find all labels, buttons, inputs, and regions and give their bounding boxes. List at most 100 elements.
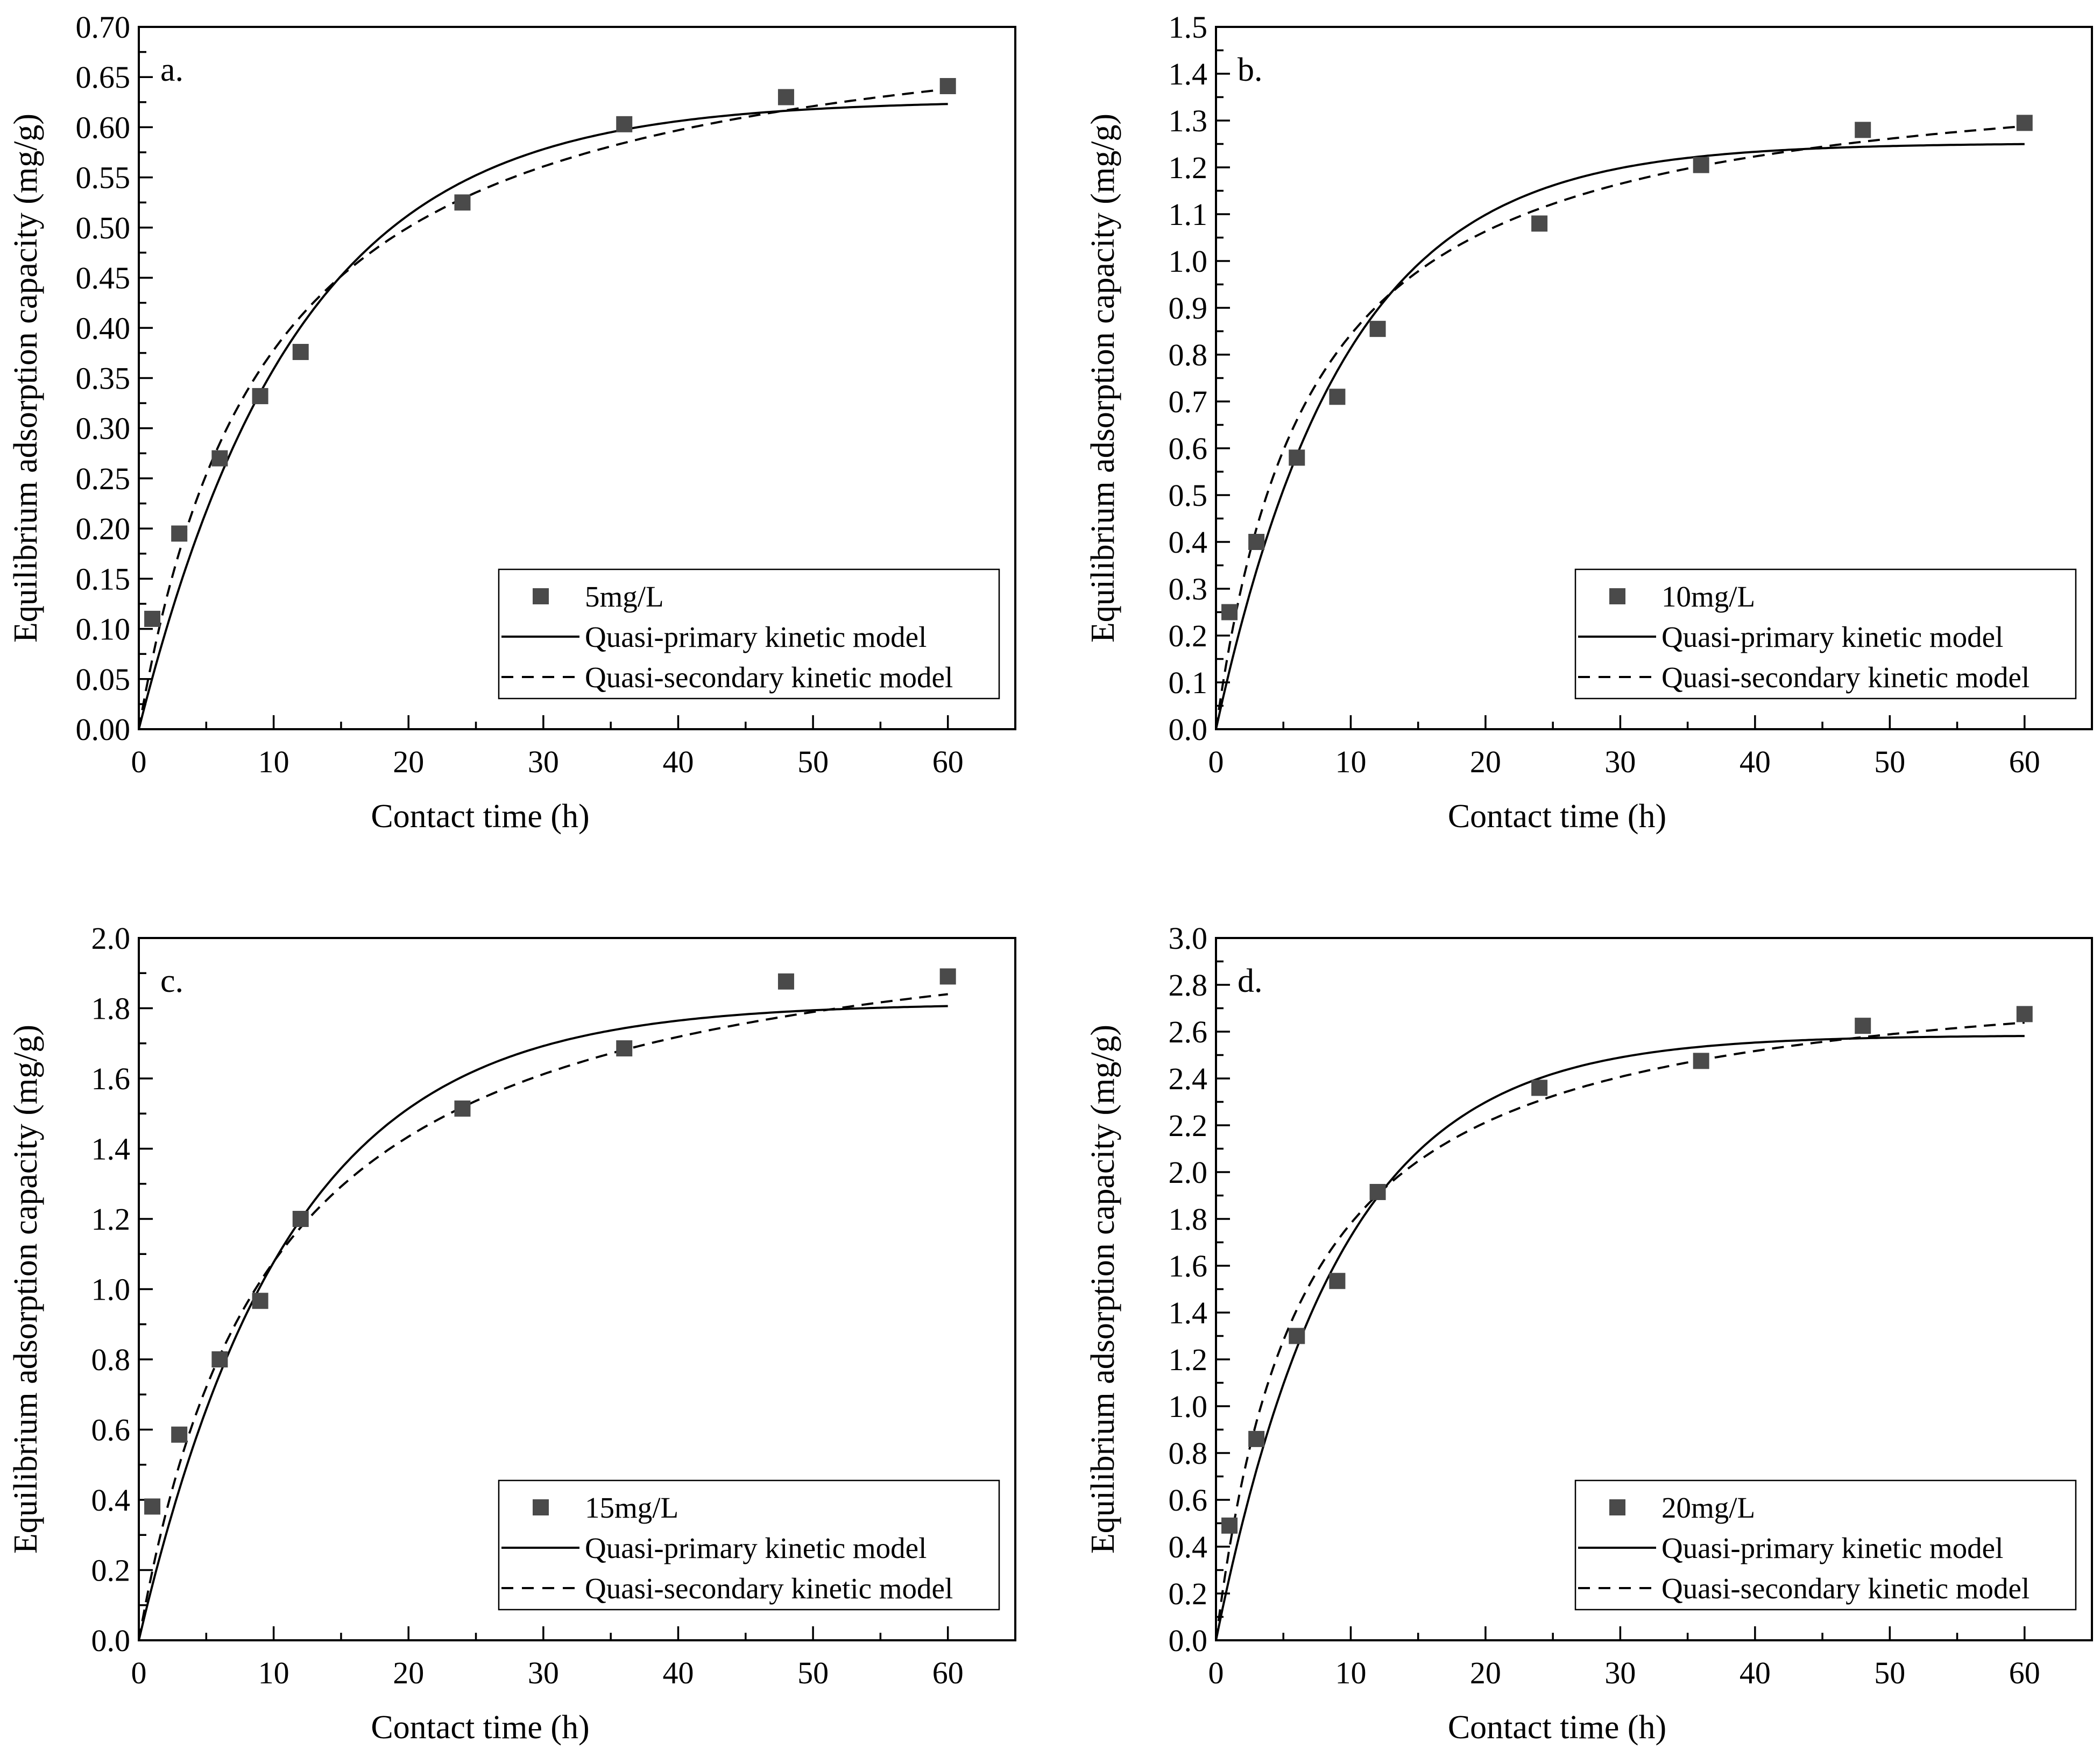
y-tick-label: 0.50 <box>76 210 131 245</box>
data-point <box>1248 534 1265 550</box>
x-tick-label: 30 <box>1604 744 1636 779</box>
y-tick-label: 1.2 <box>91 1202 131 1237</box>
data-point <box>1329 1273 1346 1289</box>
legend-label: Quasi-secondary kinetic model <box>1661 1572 2030 1605</box>
y-tick-label: 0.5 <box>1169 478 1208 513</box>
y-tick-label: 2.0 <box>1169 1155 1208 1190</box>
x-tick-label: 20 <box>393 1655 424 1690</box>
legend-label: Quasi-primary kinetic model <box>1661 620 2003 653</box>
legend: 20mg/L Quasi-primary kinetic model Quasi-s… <box>1574 1479 2077 1611</box>
x-axis-title: Contact time (h) <box>371 1709 589 1746</box>
chart-panel-1: 0 10 20 30 40 50 60 0.00 0.05 0.10 0.15 0.20 0.25 0.3… <box>8 10 1016 835</box>
y-tick-label: 0.6 <box>1169 431 1208 466</box>
y-tick-label: 2.4 <box>1169 1061 1208 1096</box>
chart-panel-3: 0 10 20 30 40 50 60 0.0 0.2 0.4 0.6 0.8 1.0 1.2 1.4 1.6… <box>8 921 1016 1746</box>
y-tick-label: 0.2 <box>1169 1576 1208 1611</box>
y-tick-label: 1.4 <box>91 1132 131 1167</box>
quasi-secondary-curve <box>138 993 948 1641</box>
data-point <box>211 450 228 467</box>
x-tick-label: 20 <box>1470 1655 1501 1690</box>
y-tick-label: 0.65 <box>76 60 131 95</box>
y-tick-label: 1.2 <box>1169 1342 1208 1377</box>
data-point <box>1369 1183 1386 1200</box>
y-tick-label: 0.4 <box>1169 525 1208 560</box>
y-tick-label: 1.6 <box>1169 1249 1208 1283</box>
x-tick-label: 0 <box>131 744 147 779</box>
y-tick-label: 0.10 <box>76 612 131 647</box>
y-tick-label: 0.6 <box>91 1413 131 1448</box>
legend: 10mg/L Quasi-primary kinetic model Quasi-s… <box>1574 568 2077 700</box>
data-point <box>454 1100 471 1117</box>
panel-label: d. <box>1238 963 1263 999</box>
quasi-secondary-curve <box>1215 1021 2025 1641</box>
data-point <box>171 1426 188 1443</box>
y-tick-label: 0.45 <box>76 260 131 295</box>
data-point <box>939 968 956 985</box>
y-tick-label: 0.9 <box>1169 291 1208 326</box>
x-tick-label: 0 <box>131 1655 147 1690</box>
x-tick-label: 10 <box>1335 1655 1366 1690</box>
data-point <box>2016 1006 2033 1022</box>
x-tick-label: 50 <box>797 1655 829 1690</box>
data-point <box>292 344 309 361</box>
quasi-secondary-curve <box>1215 125 2025 730</box>
legend-marker <box>533 588 549 604</box>
y-tick-label: 1.2 <box>1169 150 1208 185</box>
y-tick-label: 1.0 <box>1169 1389 1208 1424</box>
data-point <box>1531 215 1548 232</box>
data-point <box>616 1040 633 1057</box>
y-tick-label: 0.7 <box>1169 384 1208 419</box>
x-tick-label: 40 <box>662 744 694 779</box>
y-axis-title: Equilibrium adsorption capacity (mg/g) <box>8 1025 44 1554</box>
y-tick-label: 2.8 <box>1169 968 1208 1003</box>
y-tick-label: 2.0 <box>91 921 131 956</box>
legend-label: Quasi-secondary kinetic model <box>585 661 953 694</box>
data-point <box>1221 1517 1238 1534</box>
legend-label: Quasi-primary kinetic model <box>1661 1532 2003 1564</box>
legend: 15mg/L Quasi-primary kinetic model Quasi-s… <box>498 1479 1000 1611</box>
y-tick-label: 3.0 <box>1169 921 1208 956</box>
y-tick-label: 1.1 <box>1169 197 1208 232</box>
data-point <box>1329 389 1346 405</box>
x-tick-label: 60 <box>932 1655 964 1690</box>
y-tick-label: 0.0 <box>1169 712 1208 747</box>
y-tick-label: 0.15 <box>76 561 131 596</box>
data-point <box>454 194 471 211</box>
y-tick-label: 1.0 <box>91 1272 131 1307</box>
data-point <box>1855 122 1871 138</box>
y-tick-label: 2.2 <box>1169 1108 1208 1143</box>
x-tick-label: 0 <box>1208 1655 1224 1690</box>
y-tick-label: 1.5 <box>1169 10 1208 45</box>
y-tick-label: 1.0 <box>1169 244 1208 279</box>
x-tick-label: 40 <box>662 1655 694 1690</box>
y-axis-title: Equilibrium adsorption capacity (mg/g) <box>1085 1025 1121 1554</box>
data-point <box>1693 157 1709 173</box>
x-tick-label: 20 <box>393 744 424 779</box>
x-tick-label: 60 <box>2009 1655 2040 1690</box>
x-tick-label: 10 <box>258 744 289 779</box>
y-tick-label: 0.20 <box>76 511 131 546</box>
legend-box <box>498 1479 1000 1611</box>
quasi-primary-curve <box>138 103 948 730</box>
y-tick-label: 0.0 <box>91 1623 131 1658</box>
y-tick-label: 0.05 <box>76 662 131 697</box>
y-tick-label: 0.0 <box>1169 1623 1208 1658</box>
quasi-secondary-curve <box>138 88 948 730</box>
y-tick-label: 1.8 <box>91 991 131 1026</box>
y-tick-label: 1.4 <box>1169 57 1208 91</box>
y-tick-label: 0.8 <box>1169 1436 1208 1471</box>
y-tick-label: 1.8 <box>1169 1202 1208 1237</box>
y-tick-label: 0.2 <box>1169 618 1208 653</box>
legend-box <box>1574 568 2077 700</box>
y-tick-label: 0.8 <box>91 1342 131 1377</box>
legend-marker <box>1609 1499 1625 1515</box>
x-tick-label: 50 <box>1874 744 1905 779</box>
data-point <box>1531 1080 1548 1096</box>
data-point <box>2016 115 2033 131</box>
data-point <box>144 1498 161 1515</box>
y-tick-label: 0.3 <box>1169 572 1208 607</box>
y-tick-label: 0.1 <box>1169 665 1208 700</box>
x-tick-label: 60 <box>2009 744 2040 779</box>
legend: 5mg/L Quasi-primary kinetic model Quasi-se… <box>498 568 1000 700</box>
